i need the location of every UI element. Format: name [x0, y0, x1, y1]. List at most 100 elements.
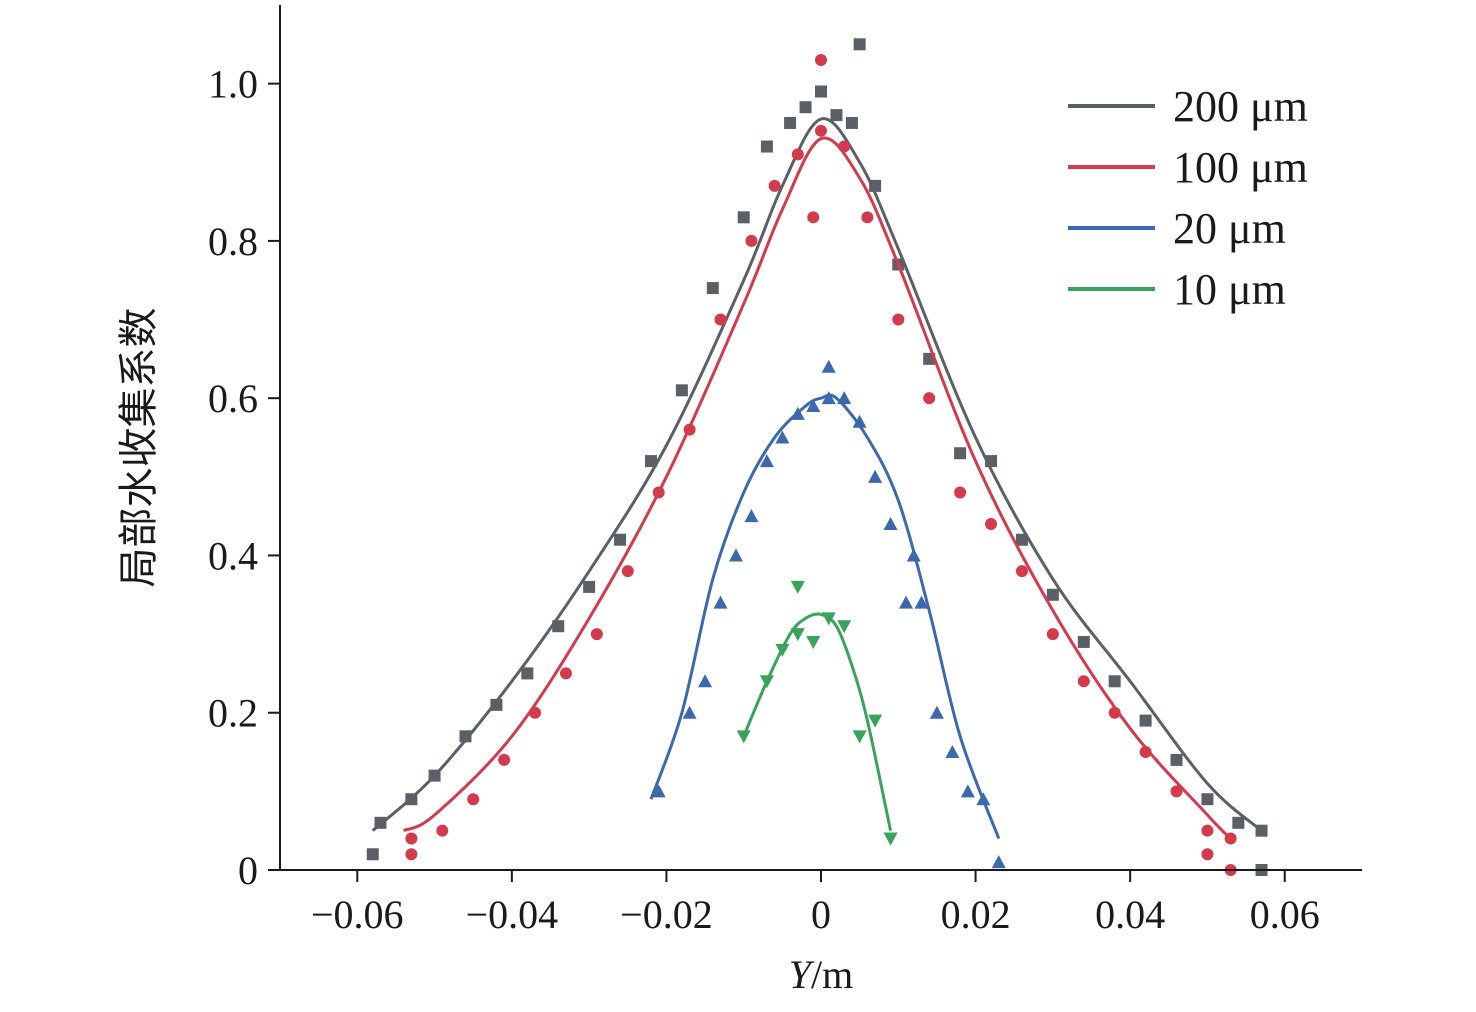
x-tick-label: −0.02 — [620, 892, 713, 937]
x-ticks: −0.06 −0.04 −0.02 0 0.02 0.04 0.06 — [311, 870, 1320, 937]
series-200-m-data-point — [830, 109, 843, 122]
x-tick-label: −0.04 — [466, 892, 559, 937]
series-20-m-data-point — [991, 855, 1006, 869]
series-100-m-data-point — [923, 392, 936, 405]
legend: 200 μm 100 μm 20 μm 10 μm — [1068, 82, 1308, 314]
series-10-m-data-point — [837, 620, 852, 634]
series-100-m-fit-line — [402, 136, 1232, 840]
axes: −0.06 −0.04 −0.02 0 0.02 0.04 0.06 00.20.40.60… — [208, 5, 1362, 937]
series-200-m-data-point — [490, 698, 503, 711]
series-100-m-data-point — [861, 211, 874, 224]
series-10-m-data-point — [852, 730, 867, 744]
series-200-m-data-point — [366, 848, 379, 861]
series-100-m-data-point — [621, 565, 634, 578]
legend-item: 100 μm — [1068, 143, 1308, 192]
y-tick-label: 0.2 — [208, 691, 258, 736]
legend-label: 100 μm — [1173, 143, 1308, 192]
y-tick-label: 1.0 — [208, 62, 258, 107]
series-200-m-data-point — [552, 620, 565, 633]
series-100-m — [402, 54, 1237, 876]
legend-item: 200 μm — [1068, 82, 1308, 131]
series-200-m-data-point — [853, 38, 866, 51]
series-100-m-data-point — [1201, 824, 1214, 837]
series-100-m-data-point — [807, 211, 820, 224]
y-tick-label: 0.4 — [208, 533, 258, 578]
series-200-m-data-point — [784, 116, 797, 129]
series-100-m-data-point — [892, 313, 905, 326]
series-100-m-data-point — [1015, 565, 1028, 578]
series-100-m-data-point — [529, 706, 542, 719]
series-100-m-data-point — [1139, 746, 1152, 759]
x-tick-label: 0 — [811, 892, 831, 937]
series-200-m-data-point — [1015, 533, 1028, 546]
series-100-m-data-point — [683, 423, 696, 436]
series-200-m-data-point — [845, 116, 858, 129]
legend-label: 20 μm — [1173, 204, 1286, 253]
series-20-m-fit-line — [649, 393, 1001, 840]
y-tick-label: 0.6 — [208, 376, 258, 421]
series-100-m-data-point — [815, 54, 827, 67]
series-200-m-data-point — [1108, 675, 1121, 688]
series-100-m-data-point — [1046, 628, 1059, 641]
y-tick-label: 0 — [238, 848, 258, 893]
series-200-m-data-point — [374, 816, 387, 829]
series-10-m-data-point — [775, 643, 790, 657]
series-10-m-data-point — [759, 675, 774, 689]
x-tick-label: 0.06 — [1250, 892, 1320, 937]
series-200-m-data-point — [1046, 588, 1059, 601]
series-200-m-data-point — [1170, 753, 1183, 766]
series-100-m-data-point — [1224, 832, 1237, 845]
series-100-m-data-point — [791, 148, 804, 161]
y-ticks: 0 0.2 0.4 0.6 0.8 1.0 — [208, 62, 280, 893]
series-10-m-data-point — [806, 635, 821, 649]
series-200-m-data-point — [954, 447, 967, 460]
series-100-m-data-point — [768, 179, 781, 192]
series-10-m-data-point — [790, 628, 805, 642]
series-200-m-data-point — [869, 179, 882, 192]
legend-item: 20 μm — [1068, 204, 1286, 253]
x-tick-label: 0.02 — [941, 892, 1011, 937]
series-10-m-data-point — [790, 580, 805, 594]
series-20-m-data-point — [837, 391, 852, 405]
series-20-m-data-point — [790, 406, 805, 420]
series-100-m-data-point — [467, 793, 480, 806]
series-200-m-data-point — [405, 793, 418, 806]
series-100-m-data-point — [405, 848, 418, 861]
series-10-m-data-point — [883, 832, 898, 846]
series-200-m-data-point — [459, 730, 472, 743]
x-tick-label: 0.04 — [1095, 892, 1165, 937]
series-20-m-data-point — [744, 509, 759, 523]
y-tick-label: 0.8 — [208, 219, 258, 264]
series-20-m-data-point — [945, 745, 960, 759]
series-20-m-data-point — [806, 399, 821, 413]
series-200-m-data-point — [521, 667, 534, 680]
series-20-m-data-point — [914, 595, 929, 609]
series-100-m-data-point — [590, 628, 603, 641]
series-200-m-data-point — [737, 211, 750, 224]
series-20-m-data-point — [682, 705, 697, 719]
series-200-m-data-point — [799, 101, 812, 114]
series-200-m-data-point — [644, 455, 657, 468]
series-20-m-data-point — [821, 391, 836, 405]
series-200-m-data-point — [1139, 714, 1152, 727]
series-100-m-data-point — [714, 313, 727, 326]
series-200-m-data-point — [815, 85, 827, 98]
series-100-m-data-point — [1077, 675, 1090, 688]
series-200-m-data-point — [1232, 816, 1245, 829]
series-200-m-data-point — [675, 384, 688, 397]
series-200-m-data-point — [706, 282, 719, 295]
series-100-m-data-point — [652, 486, 665, 499]
series-100-m-data-point — [498, 753, 511, 766]
series-100-m-data-point — [838, 140, 851, 153]
series-100-m-data-point — [745, 234, 758, 247]
series-200-m-fit-line — [371, 117, 1263, 832]
series-20-m-data-point — [651, 784, 666, 798]
legend-label: 200 μm — [1173, 82, 1308, 131]
series-20-m-data-point — [868, 469, 883, 483]
series-20-m-data-point — [906, 548, 921, 562]
series-200-m-data-point — [1077, 635, 1090, 648]
legend-label: 10 μm — [1173, 265, 1286, 314]
series-20-m-data-point — [883, 517, 898, 530]
series-20-m-data-point — [960, 784, 975, 798]
